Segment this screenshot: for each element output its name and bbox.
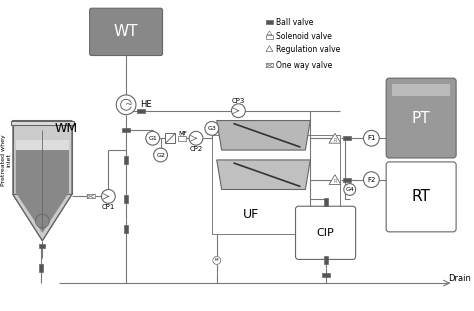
Text: MF: MF <box>178 131 187 136</box>
Bar <box>137 109 145 113</box>
Text: CP2: CP2 <box>190 146 203 152</box>
Text: M: M <box>215 258 219 262</box>
Bar <box>39 244 46 248</box>
Bar <box>165 133 175 143</box>
Bar <box>324 198 328 206</box>
Text: ~: ~ <box>125 100 133 110</box>
Circle shape <box>344 183 356 195</box>
Bar <box>87 194 95 198</box>
Polygon shape <box>13 194 72 241</box>
Text: UF: UF <box>243 208 259 220</box>
Bar <box>124 156 128 164</box>
Bar <box>266 20 273 24</box>
Text: PT: PT <box>412 111 430 126</box>
Text: CP3: CP3 <box>232 98 245 104</box>
FancyBboxPatch shape <box>295 206 356 259</box>
Bar <box>266 63 273 67</box>
Circle shape <box>364 172 379 188</box>
Bar <box>11 121 74 125</box>
Text: Ball valve: Ball valve <box>276 17 313 26</box>
Text: F1: F1 <box>367 135 375 141</box>
FancyBboxPatch shape <box>386 78 456 158</box>
Bar <box>343 178 351 182</box>
Text: G1: G1 <box>148 136 157 141</box>
Circle shape <box>205 122 219 135</box>
Text: HE: HE <box>140 100 152 109</box>
Circle shape <box>189 131 203 145</box>
Bar <box>124 195 128 203</box>
FancyBboxPatch shape <box>386 162 456 232</box>
Text: G3: G3 <box>207 126 216 131</box>
Text: R: R <box>333 138 337 143</box>
Bar <box>124 225 128 233</box>
Text: Pretreated whey
inlet: Pretreated whey inlet <box>0 134 11 186</box>
Polygon shape <box>329 133 341 143</box>
Circle shape <box>364 130 379 146</box>
Bar <box>266 35 273 39</box>
Text: R: R <box>333 179 337 184</box>
Bar <box>322 273 329 277</box>
Text: Regulation valve: Regulation valve <box>276 45 340 54</box>
Bar <box>343 136 351 140</box>
Bar <box>39 264 43 272</box>
Polygon shape <box>267 31 272 35</box>
Polygon shape <box>13 121 72 194</box>
Text: CIP: CIP <box>317 228 335 238</box>
Circle shape <box>231 104 245 118</box>
Polygon shape <box>180 133 184 136</box>
Circle shape <box>146 131 160 145</box>
Bar <box>392 84 450 96</box>
Text: F2: F2 <box>367 177 375 183</box>
Polygon shape <box>329 175 341 184</box>
Polygon shape <box>266 46 273 52</box>
Bar <box>122 128 130 132</box>
Polygon shape <box>217 121 310 150</box>
Polygon shape <box>217 160 310 189</box>
Text: G2: G2 <box>156 152 165 157</box>
Circle shape <box>116 95 136 115</box>
Circle shape <box>213 257 221 264</box>
Polygon shape <box>16 150 69 233</box>
Bar <box>16 140 69 150</box>
Text: G4: G4 <box>345 187 354 192</box>
Text: RT: RT <box>412 189 430 204</box>
Text: One way valve: One way valve <box>276 61 332 70</box>
Text: WM: WM <box>54 122 77 135</box>
Bar <box>324 257 328 264</box>
Circle shape <box>101 189 115 203</box>
Text: CP1: CP1 <box>102 204 115 210</box>
Circle shape <box>154 148 167 162</box>
Bar <box>178 136 186 141</box>
Text: WT: WT <box>114 24 138 39</box>
FancyBboxPatch shape <box>90 8 163 55</box>
Text: Drain: Drain <box>448 274 471 283</box>
Bar <box>212 135 340 234</box>
Text: Solenoid valve: Solenoid valve <box>276 32 332 41</box>
